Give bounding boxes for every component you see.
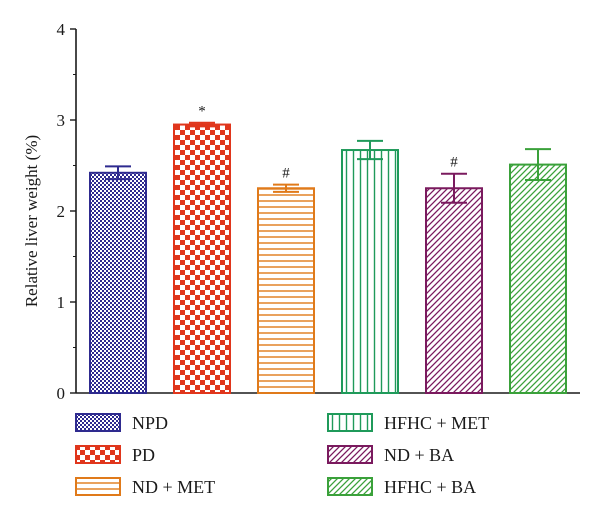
legend-swatch — [75, 477, 121, 496]
y-tick-label: 0 — [57, 384, 66, 403]
axes: 0 1 2 3 4 Relative liver weight (%) — [22, 20, 580, 403]
legend-item: PD — [75, 445, 155, 465]
legend-label: HFHC + MET — [384, 413, 489, 433]
legend-item: HFHC + BA — [327, 477, 476, 497]
legend-label: ND + BA — [384, 445, 454, 465]
y-tick-label: 2 — [57, 202, 66, 221]
significance-marker: * — [198, 104, 206, 120]
legend-swatch — [75, 445, 121, 464]
legend-item: HFHC + MET — [327, 413, 489, 433]
significance-marker: # — [450, 155, 458, 171]
bar-pd — [173, 123, 231, 395]
significance-marker: # — [282, 166, 290, 182]
bar-hfhc-met — [341, 149, 399, 394]
legend-swatch — [75, 413, 121, 432]
y-tick-label: 3 — [57, 111, 66, 130]
bar-npd — [89, 171, 147, 394]
legend: NPD PD ND + MET HFHC + MET ND + BA HFHC + BA — [75, 413, 489, 497]
legend-label: NPD — [132, 413, 168, 433]
legend-swatch — [327, 445, 373, 464]
bars: * # # — [89, 104, 567, 395]
y-tick-label: 1 — [57, 293, 66, 312]
legend-item: NPD — [75, 413, 168, 433]
y-tick-label: 4 — [57, 20, 66, 39]
bar-hfhc-ba — [509, 163, 567, 394]
legend-item: ND + MET — [75, 477, 215, 497]
legend-item: ND + BA — [327, 445, 454, 465]
legend-label: PD — [132, 445, 155, 465]
legend-label: ND + MET — [132, 477, 215, 497]
legend-swatch — [327, 477, 373, 496]
bar-nd-ba — [425, 187, 483, 394]
legend-swatch — [327, 413, 373, 432]
y-axis-label: Relative liver weight (%) — [22, 135, 41, 307]
bar-nd-met — [257, 187, 315, 394]
legend-label: HFHC + BA — [384, 477, 476, 497]
